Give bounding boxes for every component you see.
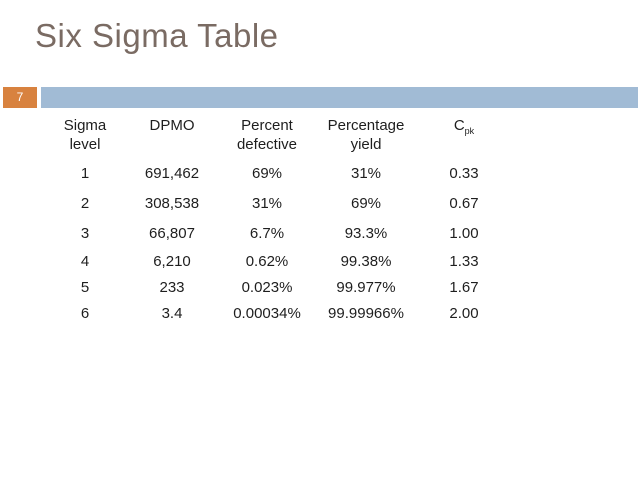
table-cell: 3.4 [161,304,183,322]
table-row: 1 691,462 69% 31% 0.33 [45,158,511,188]
page-number: 7 [16,90,24,104]
table-cell: 1.33 [449,252,479,270]
table-cell: 1.67 [449,278,479,296]
table-cell: 2.00 [449,304,479,322]
table-cell: 0.62% [245,252,289,270]
table-cell: 31% [350,164,382,182]
table-cell: 0.023% [241,278,293,296]
table-row: 3 66,807 6.7% 93.3% 1.00 [45,218,511,248]
column-header-sigma-level: Sigma level [63,117,107,153]
table-cell: 5 [80,278,90,296]
table-row: 4 6,210 0.62% 99.38% 1.33 [45,248,511,274]
column-header-dpmo: DPMO [149,117,195,134]
table-cell: 93.3% [344,224,388,242]
column-header-cpk: Cpk [453,117,475,136]
table-cell: 2 [80,194,90,212]
table-cell: 0.67 [449,194,479,212]
table-cell: 31% [251,194,283,212]
table-cell: 99.38% [340,252,392,270]
table-cell: 99.977% [336,278,396,296]
column-header-percent-defective: Percent defective [236,117,298,153]
table-cell: 1.00 [449,224,479,242]
column-header-percentage-yield: Percentage yield [327,117,405,153]
table-cell: 6,210 [153,252,191,270]
six-sigma-table: Sigma level DPMO Percent defective Perce… [45,116,511,326]
table-cell: 308,538 [144,194,200,212]
table-row: 5 233 0.023% 99.977% 1.67 [45,274,511,300]
slide-title: Six Sigma Table [35,17,279,54]
table-cell: 691,462 [144,164,200,182]
table-cell: 99.99966% [328,304,404,322]
table-cell: 0.00034% [233,304,301,322]
table-cell: 6.7% [249,224,285,242]
divider-bar [41,87,638,108]
table-cell: 6 [80,304,90,322]
table-cell: 66,807 [149,224,195,242]
table-cell: 4 [80,252,90,270]
table-cell: 1 [80,164,90,182]
table-cell: 69% [350,194,382,212]
table-row: 6 3.4 0.00034% 99.99966% 2.00 [45,300,511,326]
page-number-box: 7 [3,87,37,108]
table-cell: 3 [80,224,90,242]
table-cell: 69% [251,164,283,182]
table-row: 2 308,538 31% 69% 0.67 [45,188,511,218]
table-cell: 233 [159,278,185,296]
table-cell: 0.33 [449,164,479,182]
table-header-row: Sigma level DPMO Percent defective Perce… [45,116,511,158]
